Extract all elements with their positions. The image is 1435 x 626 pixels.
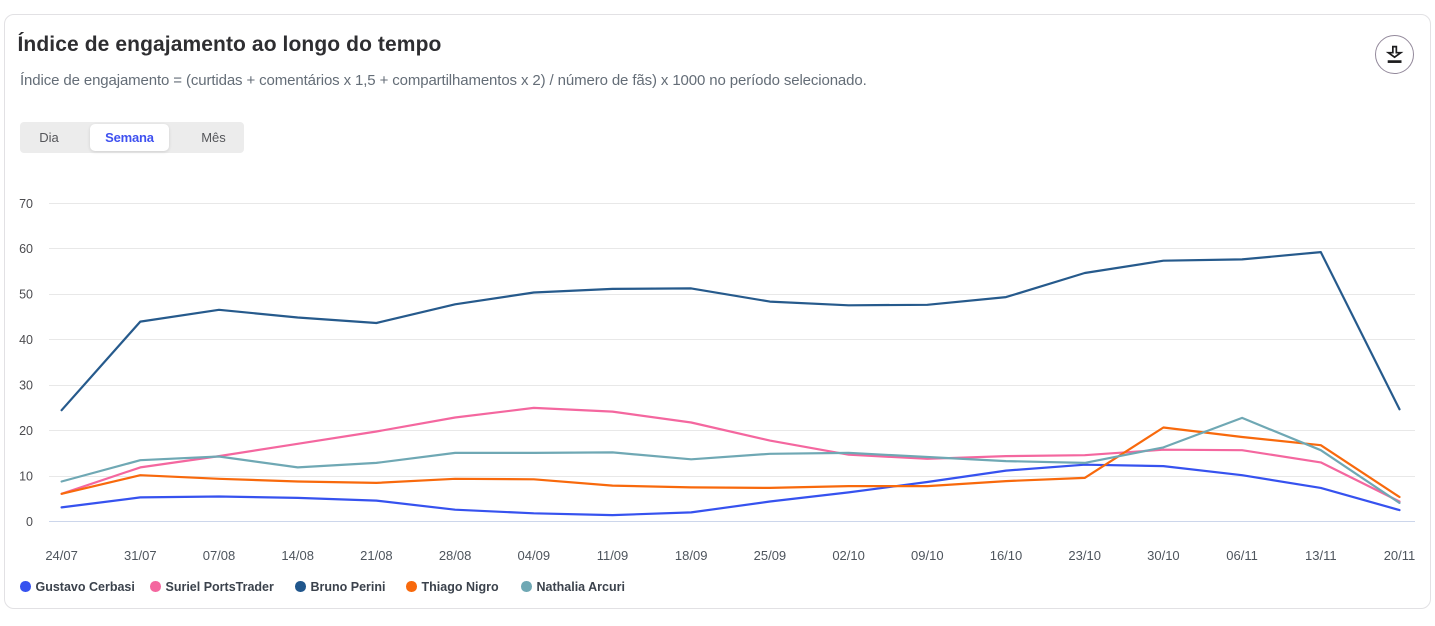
svg-text:18/09: 18/09: [675, 548, 708, 563]
svg-text:60: 60: [19, 242, 33, 256]
svg-text:06/11: 06/11: [1226, 548, 1258, 563]
svg-text:09/10: 09/10: [911, 548, 944, 563]
svg-text:21/08: 21/08: [360, 548, 393, 563]
svg-text:40: 40: [19, 333, 33, 347]
svg-text:23/10: 23/10: [1068, 548, 1101, 563]
svg-text:10: 10: [19, 469, 33, 483]
svg-text:31/07: 31/07: [124, 548, 157, 563]
svg-text:02/10: 02/10: [832, 548, 865, 563]
svg-text:20: 20: [19, 424, 33, 438]
svg-text:11/09: 11/09: [597, 548, 629, 563]
svg-text:07/08: 07/08: [203, 548, 236, 563]
svg-text:50: 50: [19, 288, 33, 302]
svg-text:0: 0: [26, 515, 33, 529]
svg-text:25/09: 25/09: [754, 548, 787, 563]
svg-text:14/08: 14/08: [281, 548, 314, 563]
svg-text:30: 30: [19, 379, 33, 393]
svg-text:70: 70: [19, 197, 33, 211]
svg-text:28/08: 28/08: [439, 548, 472, 563]
svg-text:20/11: 20/11: [1384, 548, 1416, 563]
svg-text:04/09: 04/09: [518, 548, 551, 563]
svg-text:16/10: 16/10: [990, 548, 1023, 563]
svg-text:13/11: 13/11: [1305, 548, 1337, 563]
svg-text:30/10: 30/10: [1147, 548, 1180, 563]
svg-text:24/07: 24/07: [45, 548, 78, 563]
